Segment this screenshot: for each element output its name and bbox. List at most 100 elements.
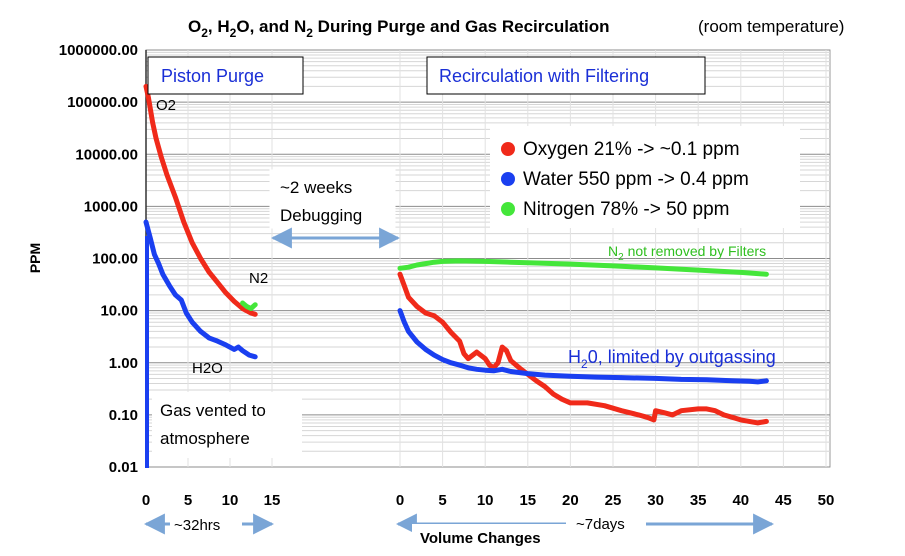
data-point-water: [173, 292, 178, 298]
data-point-water: [542, 372, 547, 378]
data-point-oxygen: [146, 95, 151, 101]
data-point-oxygen: [153, 136, 159, 141]
legend: Oxygen 21% -> ~0.1 ppm Water 550 ppm -> …: [490, 126, 800, 228]
x-tick-label: 5: [438, 492, 446, 509]
x-tick-label: 10: [477, 492, 494, 509]
label-h2o: H2O: [192, 360, 223, 377]
y-axis-ticks: 1000000.00 100000.00 10000.00 1000.00 100.00…: [59, 42, 138, 476]
y-tick-label: 10000.00: [75, 146, 138, 163]
data-point-oxygen: [206, 269, 212, 275]
data-point-water: [457, 362, 462, 368]
data-point-oxygen: [431, 313, 437, 318]
data-point-oxygen: [747, 419, 752, 424]
data-point-water: [247, 352, 252, 358]
data-point-water: [160, 272, 165, 277]
data-point-water: [525, 371, 530, 376]
data-point-nitrogen: [610, 263, 616, 269]
data-point-water: [240, 348, 245, 353]
data-point-oxygen: [466, 356, 471, 361]
data-point-oxygen: [150, 120, 155, 126]
data-point-nitrogen: [431, 260, 437, 265]
data-point-oxygen: [406, 295, 411, 300]
data-point-oxygen: [585, 400, 590, 406]
data-point-oxygen: [143, 84, 149, 89]
data-point-nitrogen: [423, 261, 428, 266]
data-point-water: [466, 365, 471, 370]
annotation-gap-2: Debugging: [280, 206, 362, 225]
data-point-water: [143, 219, 149, 225]
y-tick-label: 0.01: [109, 459, 138, 476]
annotation-n2-note: N2 not removed by Filters: [608, 243, 766, 263]
data-point-oxygen: [636, 412, 641, 418]
data-point-water: [730, 378, 735, 383]
data-point-water: [152, 252, 157, 257]
x-tick-label: 35: [690, 492, 707, 509]
data-point-oxygen: [679, 408, 684, 413]
annotation-vented-1: Gas vented to: [160, 401, 266, 420]
data-point-water: [483, 368, 488, 373]
legend-marker-water: [501, 172, 515, 186]
y-tick-label: 1000.00: [84, 198, 138, 215]
data-point-water: [755, 379, 760, 385]
x-tick-label: 50: [818, 492, 835, 509]
data-point-oxygen: [651, 417, 657, 423]
data-point-nitrogen: [440, 259, 445, 264]
data-point-oxygen: [240, 306, 245, 311]
data-point-water: [414, 339, 420, 345]
annotation-gap-1: ~2 weeks: [280, 178, 352, 197]
data-point-water: [593, 374, 599, 380]
data-point-oxygen: [670, 412, 675, 418]
x-axis-label: Volume Changes: [420, 530, 541, 547]
data-point-oxygen: [198, 256, 203, 261]
chart-subtitle: (room temperature): [698, 17, 844, 36]
data-point-nitrogen: [483, 259, 488, 264]
y-tick-label: 1.00: [109, 355, 138, 372]
data-point-water: [397, 308, 403, 313]
gap-box: [269, 169, 396, 229]
data-point-oxygen: [402, 283, 407, 288]
x-tick-label: 5: [184, 492, 192, 509]
data-point-water: [619, 375, 624, 380]
data-point-water: [223, 342, 228, 348]
x-tick-label: 45: [775, 492, 792, 509]
data-point-oxygen: [696, 406, 701, 412]
data-point-water: [440, 357, 445, 362]
legend-entry-nitrogen: Nitrogen 78% -> 50 ppm: [523, 199, 729, 220]
data-point-oxygen: [215, 280, 220, 285]
data-point-oxygen: [661, 410, 667, 415]
data-point-water: [423, 347, 428, 352]
data-point-nitrogen: [738, 270, 743, 275]
data-point-oxygen: [448, 330, 454, 335]
data-point-oxygen: [397, 272, 403, 277]
data-point-oxygen: [619, 408, 624, 413]
chart-title: O2, H2O, and N2 During Purge and Gas Rec…: [188, 17, 610, 40]
data-point-nitrogen: [414, 262, 420, 268]
x-tick-label: 15: [519, 492, 536, 509]
data-point-oxygen: [721, 412, 726, 418]
data-point-water: [206, 335, 212, 341]
data-point-nitrogen: [244, 304, 249, 309]
data-point-oxygen: [602, 403, 607, 408]
data-point-water: [215, 338, 220, 344]
data-point-water: [253, 354, 258, 359]
y-axis-label: PPM: [27, 243, 43, 273]
data-point-oxygen: [173, 195, 178, 200]
x-tick-label: 40: [732, 492, 749, 509]
data-point-water: [236, 344, 241, 350]
data-point-water: [568, 374, 573, 379]
data-point-oxygen: [738, 417, 743, 423]
y-tick-label: 100.00: [92, 251, 138, 268]
data-point-water: [500, 367, 505, 372]
x-tick-label: 30: [647, 492, 664, 509]
annotation-vented-2: atmosphere: [160, 429, 250, 448]
data-point-oxygen: [457, 338, 462, 344]
series-line-nitrogen-panel-1: [240, 300, 258, 311]
y-tick-label: 0.10: [109, 407, 138, 424]
data-point-nitrogen: [253, 302, 258, 307]
data-point-oxygen: [542, 384, 547, 389]
data-point-water: [198, 329, 203, 334]
vented-line: [145, 236, 149, 468]
data-point-water: [156, 261, 161, 266]
data-point-oxygen: [495, 360, 501, 365]
svg-text:Piston Purge: Piston Purge: [161, 66, 264, 86]
